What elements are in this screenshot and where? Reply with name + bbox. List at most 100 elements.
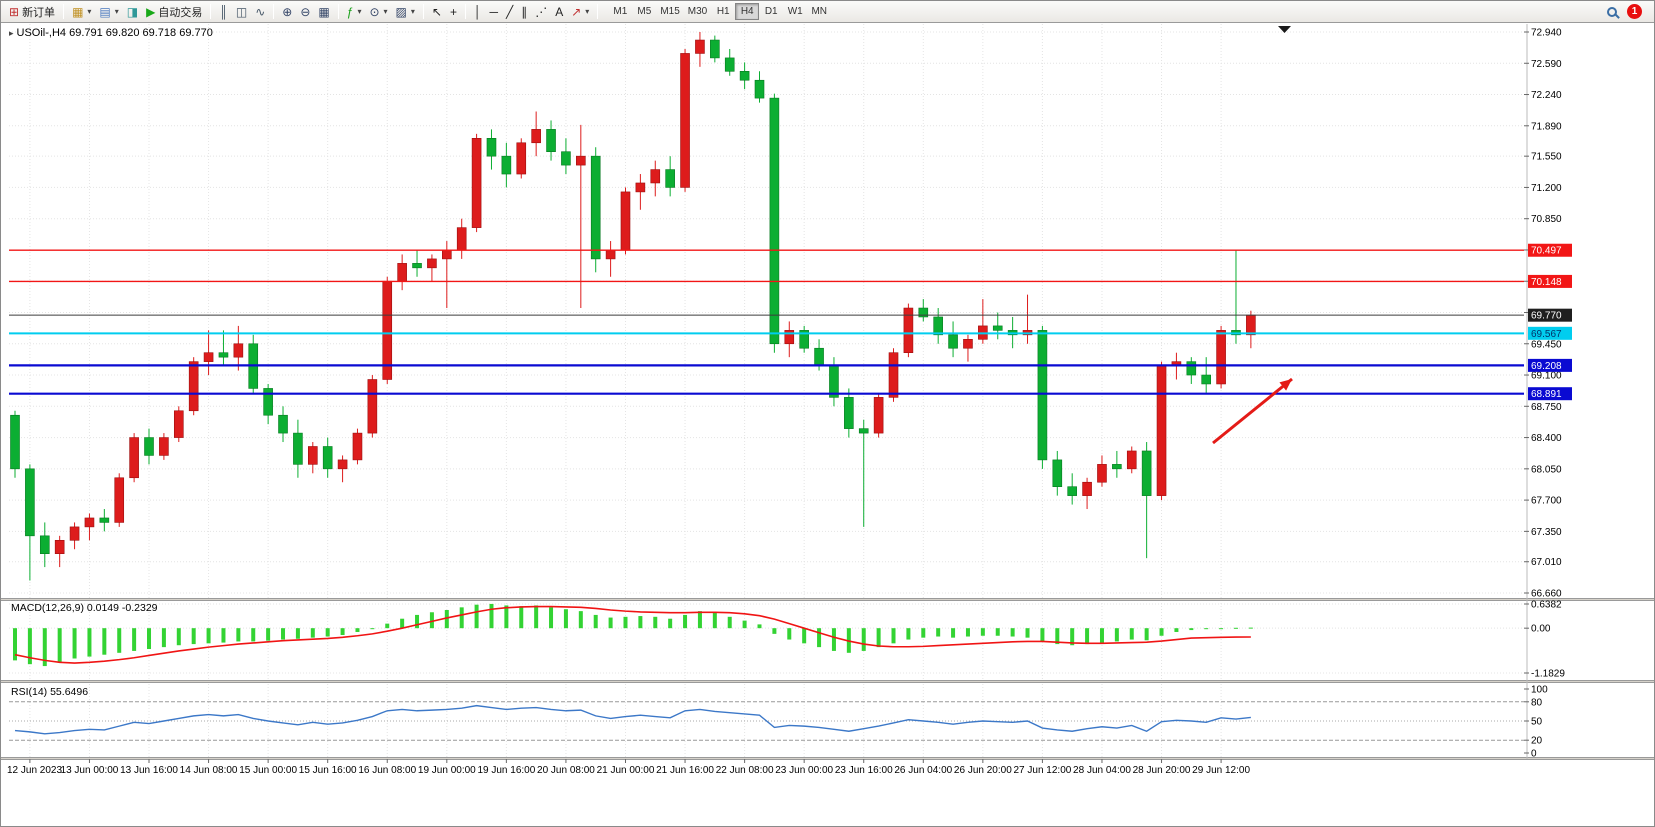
- svg-text:69.208: 69.208: [1531, 361, 1562, 372]
- candlestick-chart-icon: ◫: [235, 4, 248, 19]
- new-chart-button[interactable]: ▦ ▾: [68, 3, 95, 21]
- svg-text:71.550: 71.550: [1531, 152, 1562, 163]
- toolbar-separator: [464, 4, 466, 19]
- svg-text:16 Jun 08:00: 16 Jun 08:00: [358, 765, 416, 776]
- profiles-icon: ▤: [99, 4, 111, 19]
- toolbar-separator: [597, 4, 599, 19]
- dropdown-arrow-icon[interactable]: ▾: [357, 7, 362, 16]
- svg-text:67.350: 67.350: [1531, 527, 1562, 538]
- templates-icon: ▨: [395, 4, 407, 19]
- crosshair-button[interactable]: +: [446, 3, 461, 21]
- svg-text:20: 20: [1531, 736, 1543, 747]
- svg-text:15 Jun 16:00: 15 Jun 16:00: [299, 765, 357, 776]
- svg-text:14 Jun 08:00: 14 Jun 08:00: [180, 765, 238, 776]
- svg-text:67.010: 67.010: [1531, 557, 1562, 568]
- market-watch-button[interactable]: ◨: [123, 3, 142, 21]
- timeframe-m1-button[interactable]: M1: [608, 3, 632, 20]
- chart-background: [1, 23, 1654, 826]
- dropdown-arrow-icon[interactable]: ▾: [114, 7, 119, 16]
- chart-title: ▸ USOil-,H4 69.791 69.820 69.718 69.770: [9, 27, 213, 39]
- arrow-annotation[interactable]: [1212, 377, 1293, 445]
- svg-text:26 Jun 04:00: 26 Jun 04:00: [894, 765, 952, 776]
- trendline-button[interactable]: ╱: [502, 3, 517, 21]
- svg-text:68.050: 68.050: [1531, 464, 1562, 475]
- tile-windows-button[interactable]: ▦: [314, 3, 333, 21]
- line-chart-button[interactable]: ∿: [251, 3, 269, 21]
- price-axis[interactable]: 72.940 72.590 72.240 71.890 71.550 71.200 70.8…: [1524, 28, 1572, 600]
- indicators-button[interactable]: ƒ ▾: [343, 3, 366, 21]
- svg-text:72.940: 72.940: [1531, 28, 1562, 39]
- autotrading-button[interactable]: ▶ 自动交易: [142, 3, 206, 21]
- timeframe-h1-button[interactable]: H1: [711, 3, 735, 20]
- periods-button[interactable]: ⊙ ▾: [365, 3, 391, 21]
- search-icon[interactable]: [1607, 6, 1617, 17]
- new-order-label: 新订单: [22, 6, 56, 19]
- profiles-button[interactable]: ▤ ▾: [95, 3, 122, 21]
- equidistant-channel-icon: ∥: [521, 4, 528, 19]
- zoom-out-icon: ⊖: [300, 4, 311, 19]
- scroll-to-end-marker[interactable]: [1278, 26, 1291, 33]
- timeframe-mn-button[interactable]: MN: [807, 3, 831, 20]
- text-button[interactable]: A: [551, 3, 567, 21]
- timeframe-group: M1 M5 M15 M30 H1 H4 D1 W1 MN: [608, 3, 831, 20]
- oneclick-expand-icon[interactable]: ▸: [9, 28, 14, 38]
- timeframe-w1-button[interactable]: W1: [783, 3, 807, 20]
- svg-text:19 Jun 16:00: 19 Jun 16:00: [477, 765, 535, 776]
- autotrading-label: 自动交易: [158, 6, 203, 19]
- cursor-icon: ↖: [431, 4, 442, 19]
- market-watch-icon: ◨: [126, 4, 139, 19]
- toolbar: ⊞ 新订单 ▦ ▾ ▤ ▾ ◨ ▶ 自动交易 ║ ◫ ∿ ⊕ ⊖ ▦ ƒ ▾ ⊙ ▾ ▨ ▾ ↖ + │ ─ ╱ ∥ ⋰ A ↗ ▾ M1 M5…: [1, 1, 1654, 23]
- dropdown-arrow-icon[interactable]: ▾: [585, 7, 590, 16]
- dropdown-arrow-icon[interactable]: ▾: [410, 7, 415, 16]
- zoom-out-button[interactable]: ⊖: [296, 3, 314, 21]
- cursor-button[interactable]: ↖: [428, 3, 446, 21]
- horizontal-price-lines[interactable]: [9, 249, 1524, 395]
- svg-text:13 Jun 16:00: 13 Jun 16:00: [120, 765, 178, 776]
- new-order-icon: ⊞: [9, 4, 20, 19]
- timeframe-d1-button[interactable]: D1: [759, 3, 783, 20]
- fibonacci-icon: ⋰: [535, 4, 548, 19]
- zoom-in-button[interactable]: ⊕: [278, 3, 296, 21]
- toolbar-separator: [337, 4, 339, 19]
- svg-text:71.200: 71.200: [1531, 183, 1562, 194]
- svg-text:12 Jun 2023: 12 Jun 2023: [7, 765, 62, 776]
- timeframe-m15-button[interactable]: M15: [656, 3, 683, 20]
- toolbar-separator: [422, 4, 424, 19]
- new-order-button[interactable]: ⊞ 新订单: [5, 3, 59, 21]
- timeframe-m5-button[interactable]: M5: [632, 3, 656, 20]
- toolbar-separator: [210, 4, 212, 19]
- vertical-line-button[interactable]: │: [470, 3, 486, 21]
- svg-text:13 Jun 00:00: 13 Jun 00:00: [61, 765, 119, 776]
- bar-chart-button[interactable]: ║: [215, 3, 232, 21]
- svg-text:70.497: 70.497: [1531, 246, 1562, 257]
- timeframe-h4-button[interactable]: H4: [735, 3, 760, 20]
- toolbar-separator: [63, 4, 65, 19]
- equidistant-channel-button[interactable]: ∥: [517, 3, 531, 21]
- templates-button[interactable]: ▨ ▾: [392, 3, 419, 21]
- svg-text:100: 100: [1531, 685, 1548, 696]
- text-icon: A: [555, 4, 564, 19]
- panel-dividers[interactable]: [1, 24, 1655, 760]
- horizontal-line-button[interactable]: ─: [485, 3, 502, 21]
- price-badge-68.891: [1528, 387, 1572, 401]
- price-badge-70.497: [1528, 243, 1572, 257]
- arrows-button[interactable]: ↗ ▾: [567, 3, 593, 21]
- trendline-icon: ╱: [505, 4, 514, 19]
- dropdown-arrow-icon[interactable]: ▾: [87, 7, 92, 16]
- timeframe-m30-button[interactable]: M30: [684, 3, 711, 20]
- svg-text:21 Jun 00:00: 21 Jun 00:00: [597, 765, 655, 776]
- notification-badge[interactable]: 1: [1627, 4, 1642, 19]
- candlestick-chart-button[interactable]: ◫: [232, 3, 251, 21]
- svg-text:66.660: 66.660: [1531, 589, 1562, 600]
- chart-title-text: USOil-,H4 69.791 69.820 69.718 69.770: [16, 27, 213, 39]
- crosshair-icon: +: [449, 4, 457, 19]
- macd-panel: [13, 603, 1253, 667]
- macd-axis[interactable]: 0.6382 0.00 -1.1829: [1524, 600, 1565, 680]
- rsi-label: RSI(14) 55.6496: [11, 686, 89, 698]
- dropdown-arrow-icon[interactable]: ▾: [383, 7, 388, 16]
- fibonacci-button[interactable]: ⋰: [531, 3, 551, 21]
- svg-text:68.750: 68.750: [1531, 402, 1562, 413]
